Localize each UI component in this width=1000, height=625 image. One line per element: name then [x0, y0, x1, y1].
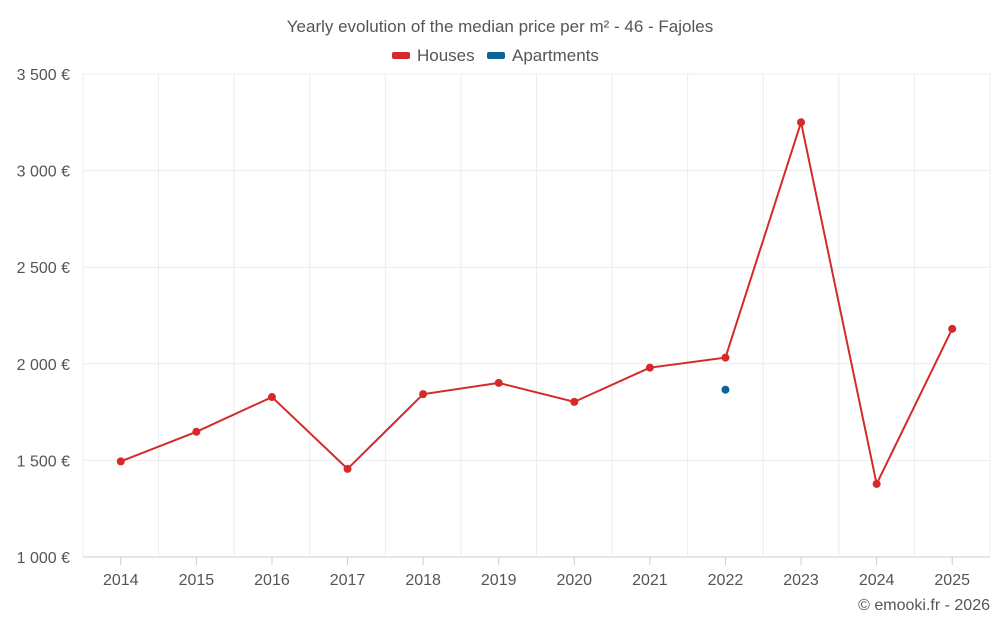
y-tick-label: 1 500 €: [17, 453, 70, 470]
data-point-houses[interactable]: [267, 393, 276, 402]
x-tick-label: 2025: [934, 572, 970, 589]
data-point-houses[interactable]: [116, 457, 125, 466]
x-tick-label: 2024: [859, 572, 895, 589]
series: [116, 118, 957, 488]
x-tick-label: 2020: [556, 572, 592, 589]
y-tick-label: 3 000 €: [17, 164, 70, 181]
x-tick-label: 2022: [708, 572, 744, 589]
data-point-houses[interactable]: [872, 479, 881, 488]
grid: [82, 73, 991, 558]
y-tick-label: 2 500 €: [17, 260, 70, 277]
credit: © emooki.fr - 2026: [858, 597, 990, 614]
y-tick-label: 3 500 €: [17, 67, 70, 84]
data-point-houses[interactable]: [645, 363, 654, 372]
legend-label-houses: Houses: [417, 46, 475, 65]
chart-title: Yearly evolution of the median price per…: [287, 17, 713, 36]
x-tick-label: 2015: [179, 572, 215, 589]
data-point-houses[interactable]: [419, 390, 428, 399]
series-line-houses: [120, 118, 954, 488]
data-point-apartments[interactable]: [721, 385, 730, 394]
x-tick-label: 2016: [254, 572, 290, 589]
x-tick-label: 2018: [405, 572, 441, 589]
legend-item-apartments[interactable]: Apartments: [487, 46, 599, 65]
legend-swatch-apartments: [487, 52, 505, 59]
legend-label-apartments: Apartments: [512, 46, 599, 65]
y-tick-label: 1 000 €: [17, 550, 70, 567]
legend-item-houses[interactable]: Houses: [392, 46, 475, 65]
data-point-houses[interactable]: [721, 353, 730, 362]
data-point-houses[interactable]: [192, 427, 201, 436]
legend-swatch-houses: [392, 52, 410, 59]
y-tick-label: 2 000 €: [17, 357, 70, 374]
y-axis-labels: 1 000 € 1 500 € 2 000 € 2 500 € 3 000 € 3 500…: [17, 67, 70, 567]
x-tick-label: 2021: [632, 572, 668, 589]
data-point-houses[interactable]: [948, 324, 957, 333]
x-tick-label: 2014: [103, 572, 139, 589]
legend: Houses Apartments: [392, 46, 599, 65]
x-tick-label: 2019: [481, 572, 517, 589]
data-point-houses[interactable]: [570, 397, 579, 406]
data-point-houses[interactable]: [797, 118, 806, 127]
data-point-houses[interactable]: [494, 378, 503, 387]
x-tick-label: 2017: [330, 572, 366, 589]
data-point-houses[interactable]: [343, 464, 352, 473]
x-axis-labels: 2014 2015 2016 2017 2018 2019 2020 2021 2022 2023…: [103, 557, 970, 589]
x-tick-label: 2023: [783, 572, 819, 589]
